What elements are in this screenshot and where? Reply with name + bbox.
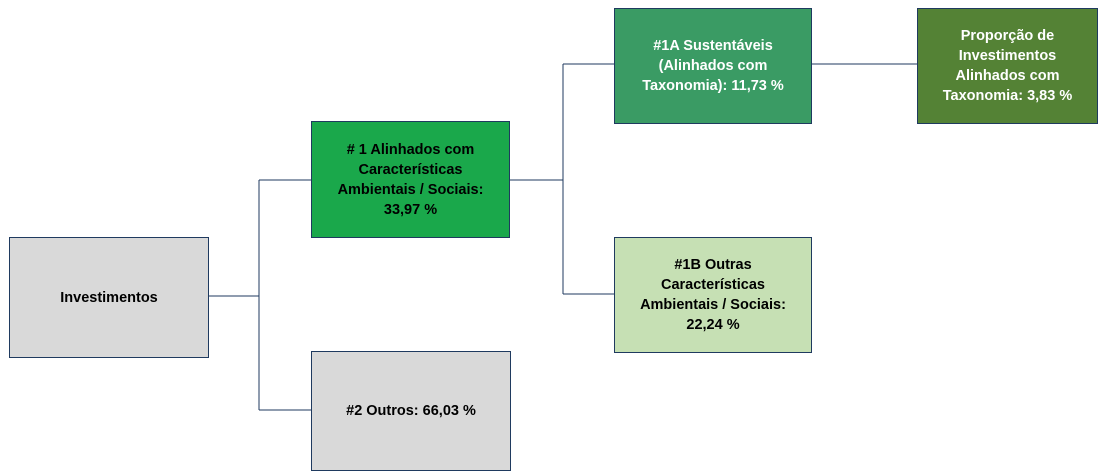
node-alinhados: # 1 Alinhados com Características Ambienta…: [311, 121, 510, 238]
node-label-line: Ambientais / Sociais:: [337, 181, 484, 198]
node-label-line: Proporção de: [960, 28, 1055, 44]
node-sustentaveis: #1A Sustentáveis (Alinhados com Taxonomia)…: [614, 8, 812, 124]
node-outras-caracteristicas: #1B Outras Características Ambientais / So…: [614, 237, 812, 353]
node-label-line: #2 Outros: 66,03 %: [346, 403, 476, 419]
node-outros: #2 Outros: 66,03 %: [311, 351, 511, 471]
node-label-line: Características: [358, 161, 463, 178]
node-label-line: Investimentos: [958, 48, 1057, 64]
node-label-line: (Alinhados com: [658, 58, 768, 74]
node-label-line: 33,97 %: [383, 201, 438, 218]
node-label-line: Características: [661, 277, 765, 293]
node-label-line: #1B Outras: [674, 257, 752, 273]
node-label-line: Ambientais / Sociais:: [640, 297, 786, 313]
node-label-line: Investimentos: [60, 289, 158, 306]
node-label-line: # 1 Alinhados com: [346, 141, 475, 158]
node-label-line: Alinhados com: [955, 68, 1060, 84]
node-label-line: 22,24 %: [686, 317, 740, 333]
node-label-line: Taxonomia: 3,83 %: [942, 88, 1073, 104]
node-label-line: #1A Sustentáveis: [653, 38, 773, 54]
node-investimentos: Investimentos: [9, 237, 209, 358]
node-taxonomia: Proporção de Investimentos Alinhados com Ta…: [917, 8, 1098, 124]
node-label-line: Taxonomia): 11,73 %: [642, 78, 784, 94]
